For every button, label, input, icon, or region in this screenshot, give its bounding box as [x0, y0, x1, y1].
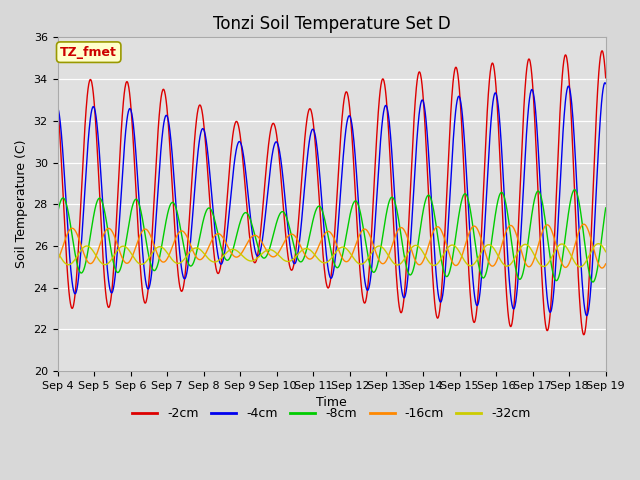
Y-axis label: Soil Temperature (C): Soil Temperature (C) [15, 140, 28, 268]
Title: Tonzi Soil Temperature Set D: Tonzi Soil Temperature Set D [212, 15, 451, 33]
Legend: -2cm, -4cm, -8cm, -16cm, -32cm: -2cm, -4cm, -8cm, -16cm, -32cm [127, 402, 536, 425]
Text: TZ_fmet: TZ_fmet [60, 46, 117, 59]
X-axis label: Time: Time [316, 396, 347, 409]
